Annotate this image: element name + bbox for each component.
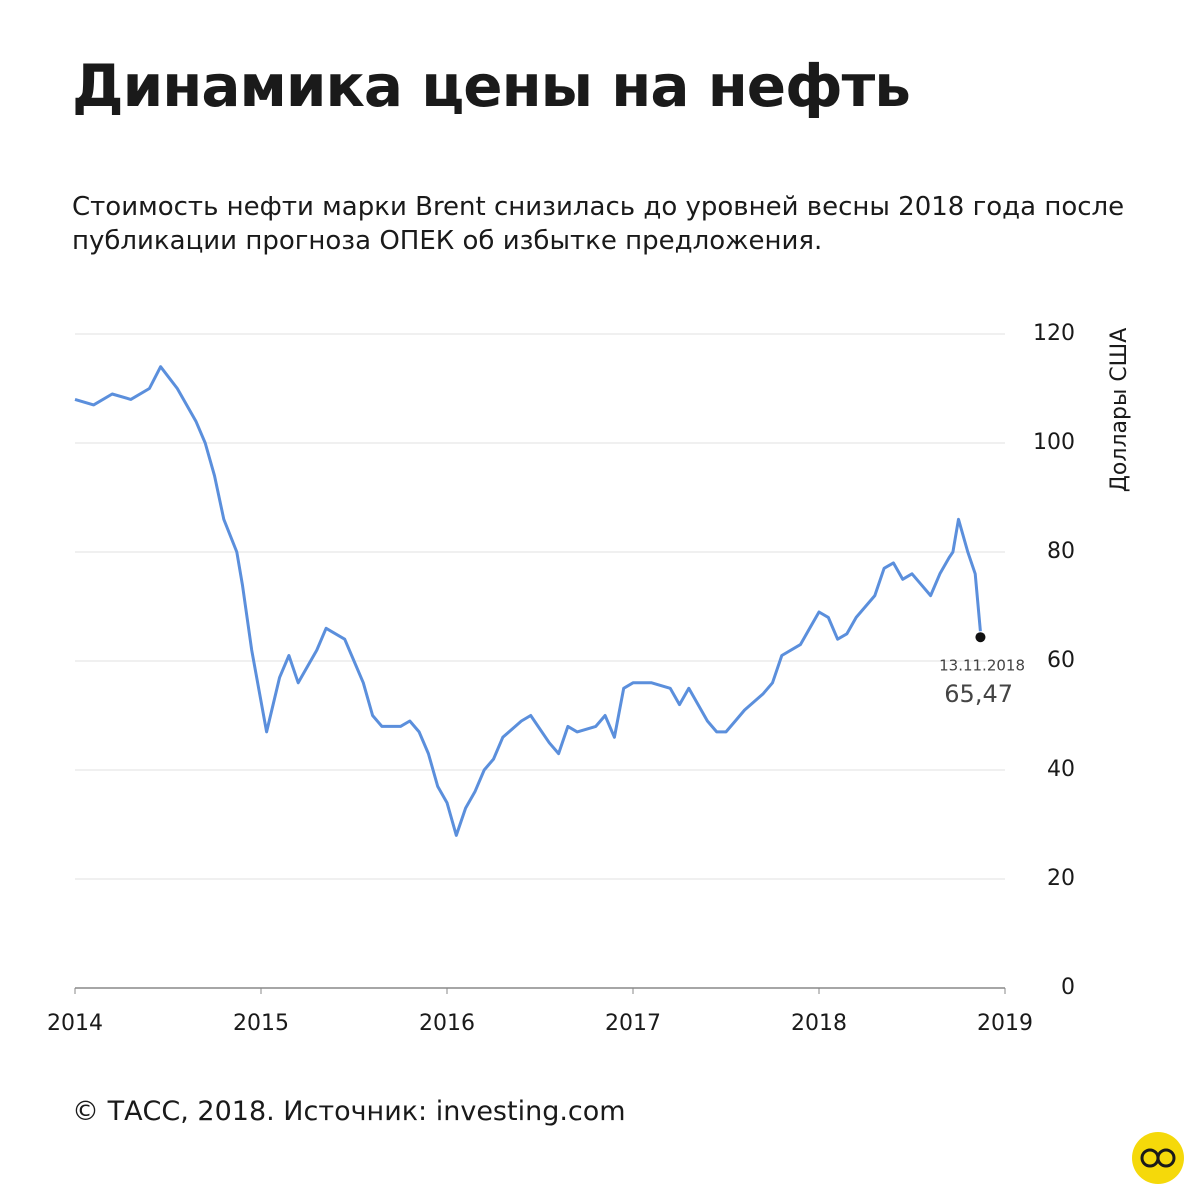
end-date: 13.11.2018 xyxy=(939,657,1025,675)
x-tick-label: 2014 xyxy=(47,1011,103,1036)
logo xyxy=(1132,1132,1184,1184)
y-tick-label: 20 xyxy=(1047,866,1075,891)
end-point xyxy=(975,632,986,643)
x-tick-label: 2016 xyxy=(419,1011,475,1036)
value-label: 65,47 xyxy=(944,680,1013,708)
logo-ring xyxy=(1156,1148,1176,1168)
y-tick-label: 80 xyxy=(1047,539,1075,564)
y-axis-label: Доллары США xyxy=(1107,328,1132,493)
y-tick-label: 40 xyxy=(1047,757,1075,782)
y-tick-label: 0 xyxy=(1061,975,1075,1000)
source: © ТАСС, 2018. Источник: investing.com xyxy=(72,1096,626,1127)
chart-subtitle: Стоимость нефти марки Brent снизилась до… xyxy=(72,192,1125,256)
y-tick-label: 120 xyxy=(1033,321,1075,346)
y-tick-label: 60 xyxy=(1047,648,1075,673)
x-tick-label: 2015 xyxy=(233,1011,289,1036)
x-tick-label: 2017 xyxy=(605,1011,661,1036)
data-line xyxy=(74,365,982,837)
x-tick-label: 2019 xyxy=(977,1011,1033,1036)
chart-title: Динамика цены на нефть xyxy=(72,52,911,120)
x-tick-label: 2018 xyxy=(791,1011,847,1036)
y-tick-label: 100 xyxy=(1033,430,1075,455)
